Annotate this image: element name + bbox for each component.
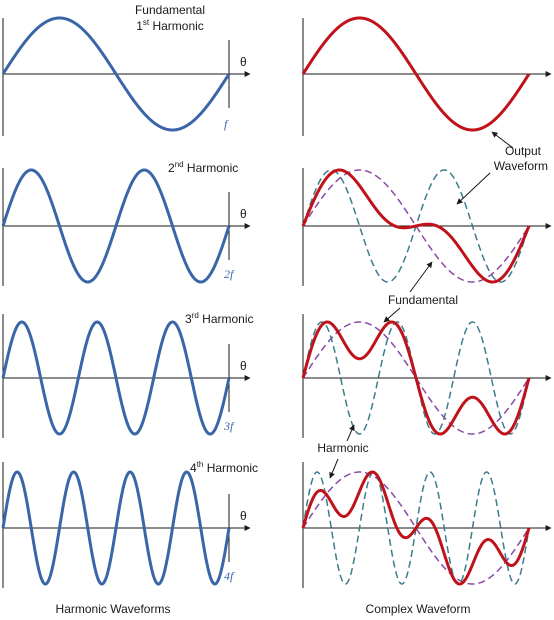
harmonic-annotation-label: Harmonic xyxy=(317,441,368,455)
fundamental-annotation-label: Fundamental xyxy=(388,293,458,307)
left-column-caption: Harmonic Waveforms xyxy=(56,602,171,616)
frequency-multiplier: 3f xyxy=(223,419,235,433)
harmonic-wave xyxy=(1,16,231,132)
output-arrow-up xyxy=(491,131,514,149)
fundamental-arrow-up xyxy=(409,261,433,293)
fundamental-dashed-wave xyxy=(302,471,530,585)
output-waveform xyxy=(301,16,531,132)
left-panel-1: Fundamental 1st Harmonic θ f xyxy=(1,3,251,136)
harmonic-title: 3rd Harmonic xyxy=(185,311,254,326)
right-panel-3 xyxy=(301,314,552,438)
theta-label: θ xyxy=(240,207,247,221)
harmonic-wave xyxy=(1,168,231,284)
right-panel-1 xyxy=(301,16,552,136)
right-panel-4 xyxy=(301,462,552,588)
fundamental-label: Fundamental xyxy=(135,3,205,17)
fundamental-dashed-wave xyxy=(302,321,530,435)
frequency-multiplier: 4f xyxy=(224,569,235,583)
harmonic-wave xyxy=(1,320,231,436)
harmonic-annotation: Harmonic xyxy=(317,424,369,479)
fundamental-arrow-down xyxy=(383,307,401,323)
harmonic-dashed-wave xyxy=(302,471,530,585)
output-arrow-down xyxy=(456,172,491,205)
harmonic-arrow-up xyxy=(346,424,355,442)
frequency-multiplier: f xyxy=(224,117,229,131)
theta-label: θ xyxy=(240,55,247,69)
theta-label: θ xyxy=(240,509,247,523)
output-waveform xyxy=(301,168,531,284)
harmonic-title: 1st Harmonic xyxy=(136,18,204,33)
harmonic-title: 2nd Harmonic xyxy=(168,160,238,175)
output-label-line2: Waveform xyxy=(494,159,548,173)
left-panel-3: 3rd Harmonic θ 3f xyxy=(1,311,254,438)
left-panel-2: 2nd Harmonic θ 2f xyxy=(1,160,251,286)
harmonic-arrow-down xyxy=(329,458,339,479)
frequency-multiplier: 2f xyxy=(224,267,235,281)
harmonic-wave xyxy=(1,470,231,586)
output-waveform-annotation: Output Waveform xyxy=(456,131,548,205)
left-panel-4: 4th Harmonic θ 4f xyxy=(1,460,258,588)
theta-label: θ xyxy=(240,359,247,373)
right-panel-2 xyxy=(301,168,552,286)
output-waveform xyxy=(301,470,531,586)
harmonic-title: 4th Harmonic xyxy=(190,460,258,475)
output-waveform xyxy=(301,320,531,436)
output-label-line1: Output xyxy=(505,144,542,158)
right-column-caption: Complex Waveform xyxy=(366,602,471,616)
fundamental-annotation: Fundamental xyxy=(383,261,458,323)
